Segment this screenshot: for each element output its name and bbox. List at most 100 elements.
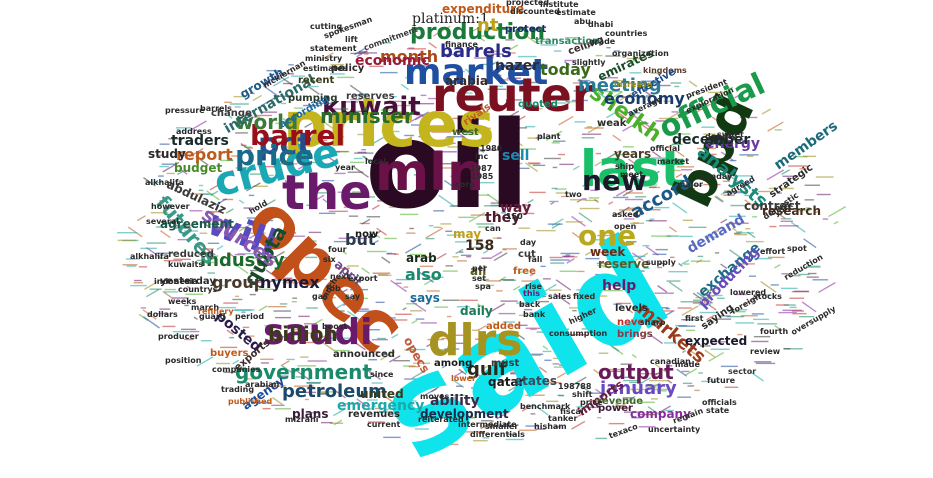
tiny-word-mark (455, 248, 464, 255)
word-yesterday: yesterday (160, 275, 216, 287)
word-free: free (513, 265, 536, 277)
word-lowered: lowered (730, 288, 767, 298)
tiny-word-mark (645, 219, 653, 222)
word-consumption: consumption (549, 329, 608, 339)
tiny-word-mark (395, 282, 402, 284)
tiny-word-mark (198, 184, 204, 187)
tiny-word-mark (550, 201, 555, 205)
tiny-word-mark (367, 250, 387, 253)
tiny-word-mark (783, 304, 796, 306)
word-price: price (580, 398, 603, 408)
word-1985: 1985 (471, 172, 494, 182)
tiny-word-mark (274, 408, 291, 410)
tiny-word-mark (138, 266, 148, 268)
tiny-word-mark (652, 253, 667, 256)
word-but: but (345, 229, 376, 249)
word-increase: increase (614, 80, 653, 90)
tiny-word-mark (162, 325, 176, 328)
tiny-word-mark (804, 199, 815, 201)
word-fixed: fixed (573, 292, 596, 302)
word-reserve: reserve (598, 257, 650, 272)
word-moves: moves (420, 392, 450, 402)
word-company: company (630, 407, 691, 422)
tiny-word-mark (710, 348, 730, 350)
tiny-word-mark (215, 362, 231, 365)
tiny-word-mark (770, 284, 779, 286)
tiny-word-mark (629, 72, 642, 74)
word-150: 150 (506, 212, 523, 222)
tiny-word-mark (666, 280, 681, 282)
tiny-word-mark (753, 318, 769, 321)
tiny-word-mark (529, 191, 546, 194)
tiny-word-mark (726, 315, 745, 318)
tiny-word-mark (779, 225, 799, 227)
word-barrels: barrels (440, 41, 512, 63)
word-reduced: reduced (168, 248, 214, 260)
tiny-word-mark (645, 246, 659, 256)
tiny-word-mark (337, 76, 355, 79)
tiny-word-mark (581, 133, 602, 135)
word-companies: companies (212, 365, 261, 375)
word-added: added (486, 320, 522, 332)
tiny-word-mark (386, 252, 393, 255)
word-they: they (485, 209, 521, 226)
word-statement: statement (310, 44, 357, 54)
tiny-word-mark (751, 340, 769, 343)
word-since: since (370, 370, 394, 380)
tiny-word-mark (778, 311, 797, 314)
word-barrel: barrel (250, 119, 346, 153)
word-estimates: estimates (303, 64, 348, 74)
word-dollars: dollars (147, 310, 178, 320)
tiny-word-mark (466, 255, 472, 258)
tiny-word-mark (792, 312, 807, 315)
word-effort: effort (760, 247, 786, 257)
tiny-word-mark (130, 284, 147, 287)
word-qatar: qatar (488, 375, 525, 390)
word-market: market (657, 157, 690, 167)
word-prices: prices (283, 88, 495, 162)
word-policy: policy (331, 62, 365, 74)
word-plant: plant (537, 132, 561, 142)
tiny-word-mark (159, 165, 169, 168)
word-kuwait: kuwait (322, 91, 421, 122)
word-uncertainty: uncertainty (648, 425, 701, 435)
tiny-word-mark (134, 279, 142, 282)
word-next: next (330, 272, 351, 282)
word-recent: recent (298, 74, 335, 86)
tiny-word-mark (136, 215, 146, 222)
tiny-word-mark (677, 396, 691, 398)
word-levels: levels (615, 302, 648, 314)
tiny-word-mark (774, 129, 782, 131)
tiny-word-mark (670, 82, 682, 84)
word-government: government (235, 359, 372, 384)
tiny-word-mark (551, 142, 560, 144)
word-organization: organization (612, 49, 669, 59)
word-brings: brings (617, 328, 653, 340)
word-ministry: ministry (305, 54, 343, 64)
tiny-word-mark (782, 309, 802, 311)
tiny-word-mark (708, 351, 725, 362)
tiny-word-mark (828, 206, 847, 218)
word-period: period (235, 312, 265, 322)
tiny-word-mark (683, 263, 690, 265)
tiny-word-mark (804, 184, 821, 186)
word-daily: daily (460, 304, 493, 319)
tiny-word-mark (767, 121, 784, 132)
word-boost: boost (322, 322, 348, 332)
word-demand: demand (684, 210, 748, 257)
word-cut: cut (518, 248, 536, 260)
word-can: can (485, 224, 501, 234)
tiny-word-mark (815, 176, 834, 178)
tiny-word-mark (529, 163, 540, 165)
tiny-word-mark (160, 230, 171, 239)
word-mizrahi: mizrahi (285, 415, 319, 425)
word-intermediate: intermediate (458, 420, 517, 430)
word-protect: protect (505, 23, 547, 35)
word-institute: institute (540, 0, 579, 10)
word-six: six (323, 255, 336, 265)
word-saudi: saudi (263, 312, 373, 354)
word-west: west (452, 126, 479, 138)
tiny-word-mark (822, 218, 829, 220)
word-two: two (565, 190, 582, 200)
